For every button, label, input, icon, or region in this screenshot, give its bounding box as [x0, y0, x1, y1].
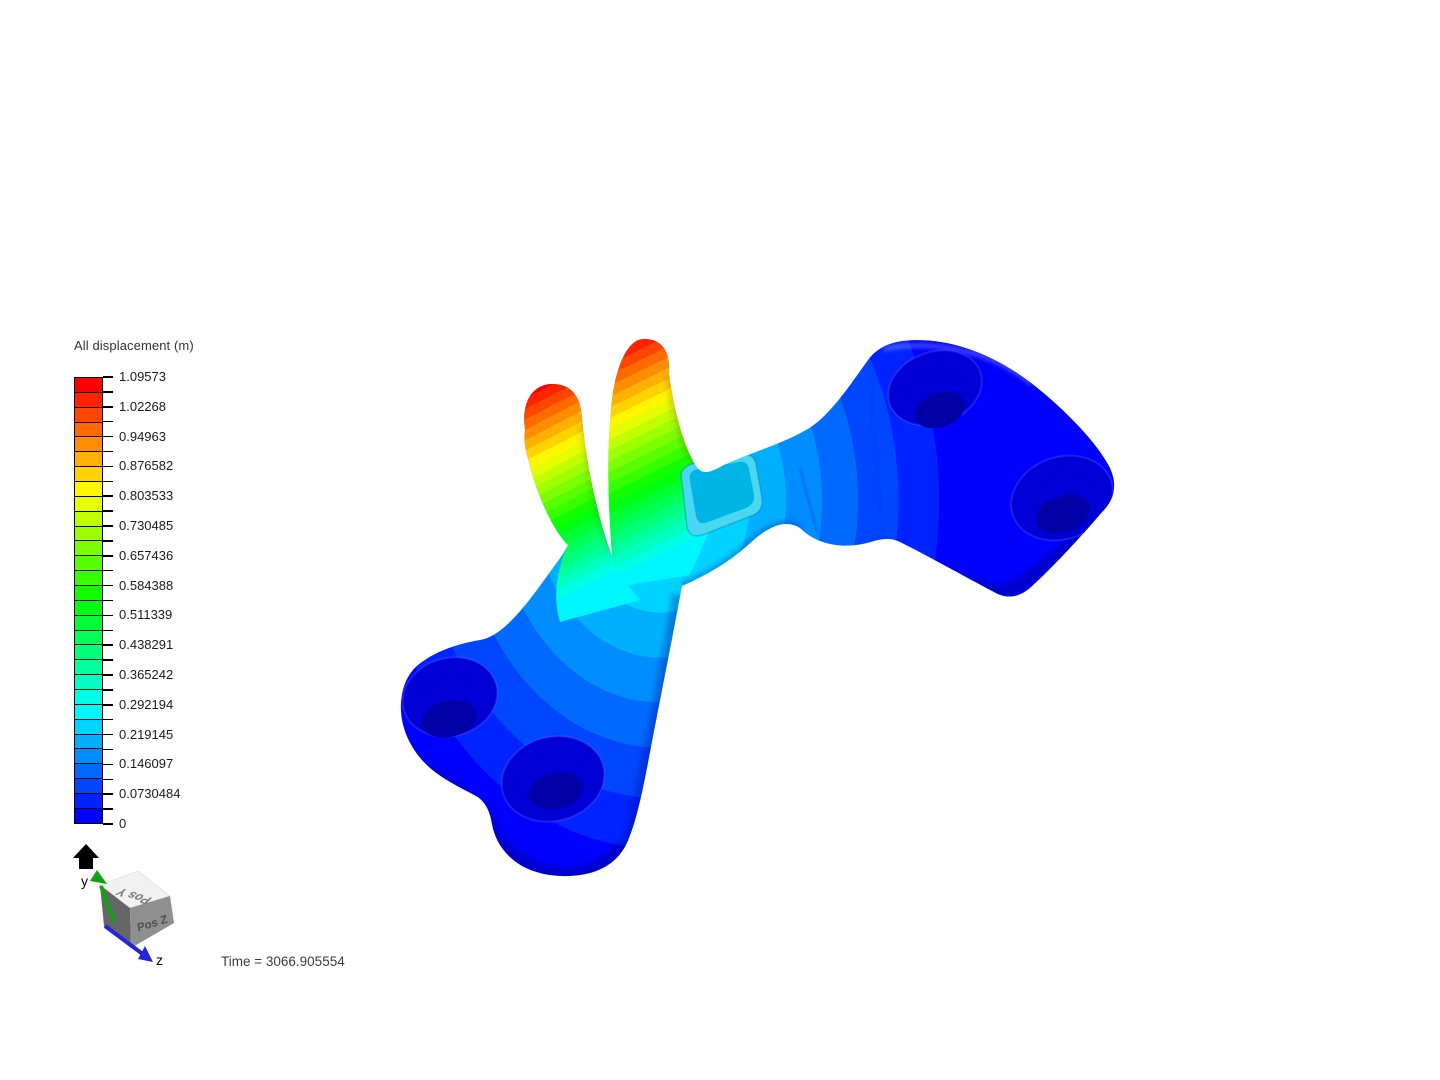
- legend-tick-label: 0.803533: [119, 488, 174, 504]
- legend-tick-label: 0.0730484: [119, 786, 181, 802]
- legend-tick: [103, 689, 113, 691]
- legend-tick: [103, 540, 113, 542]
- legend-tick: [103, 510, 113, 512]
- legend-tick: [103, 584, 113, 587]
- legend-color-cell: [75, 645, 102, 661]
- legend-color-cell: [75, 630, 102, 646]
- legend-color-cell: [75, 392, 102, 408]
- legend-tick: [103, 793, 113, 795]
- legend-color-cell: [75, 749, 102, 765]
- legend-title: All displacement (m): [74, 338, 194, 353]
- legend-tick: [103, 748, 113, 751]
- legend-tick: [103, 480, 113, 483]
- legend-tick: [103, 763, 113, 766]
- legend-tick-label: 1.09573: [119, 369, 166, 384]
- legend-tick: [103, 629, 113, 632]
- legend-tick: [103, 495, 113, 497]
- window-cutout: [680, 453, 764, 537]
- legend-tick-label: 1.02268: [119, 398, 166, 414]
- left-prong: [524, 383, 640, 622]
- legend-color-cell: [75, 511, 102, 527]
- legend-color-cell: [75, 526, 102, 542]
- legend-tick: [103, 778, 113, 781]
- web-arm-crease: [799, 467, 818, 533]
- legend-tick-label: 0.365242: [119, 667, 174, 682]
- legend-color-cell: [75, 496, 102, 512]
- legend-color-cell: [75, 690, 102, 705]
- legend-tick: [103, 674, 113, 676]
- z-axis-label: z: [156, 952, 163, 968]
- legend-color-cell: [75, 586, 102, 601]
- legend-tick: [103, 718, 113, 721]
- legend-color-cell: [75, 452, 102, 468]
- legend-tick-label: 0.657436: [119, 547, 174, 563]
- legend-color-cell: [75, 779, 102, 795]
- right-prong-side-shade: [665, 375, 698, 466]
- legend-color-cell: [75, 571, 102, 587]
- legend-tick: [103, 420, 113, 423]
- legend-tick-label: 0.511339: [119, 607, 173, 623]
- left-flange-holes: [401, 656, 606, 823]
- legend-tick: [103, 391, 113, 393]
- legend-tick-label: 0: [119, 816, 127, 831]
- right-flange-holes: [887, 349, 1114, 542]
- legend-color-cell: [75, 600, 102, 616]
- legend-tick: [103, 614, 113, 617]
- z-axis-arrow-icon: [103, 924, 153, 962]
- legend-color-cell: [75, 808, 102, 823]
- legend-tick-label: 0.438291: [119, 637, 174, 653]
- legend-tick: [103, 435, 113, 438]
- legend-tick: [103, 525, 113, 527]
- legend-color-cell: [75, 704, 102, 720]
- legend-tick: [103, 808, 113, 810]
- legend-tick: [103, 659, 113, 661]
- legend-color-cell: [75, 734, 102, 750]
- legend-color-cell: [75, 541, 102, 557]
- legend-tick: [103, 555, 113, 557]
- legend-tick-label: 0.146097: [119, 756, 174, 772]
- legend-color-strip: [74, 377, 103, 824]
- legend-colorbar: 1.09573 1.02268 0.94963 0.876582 0.803533 0.7…: [74, 369, 274, 831]
- legend-tick: [103, 406, 113, 408]
- legend-tick-label: 0.876582: [119, 458, 174, 474]
- legend-color-cell: [75, 378, 102, 393]
- legend-tick: [103, 450, 113, 453]
- legend-tick: [103, 376, 113, 378]
- legend-tick: [103, 569, 113, 572]
- legend-tick: [103, 823, 113, 825]
- legend-color-cell: [75, 675, 102, 691]
- legend-tick-label: 0.94963: [119, 428, 166, 444]
- legend-color-cell: [75, 437, 102, 453]
- cube-front-face[interactable]: [130, 896, 174, 948]
- legend-tick-label: 0.584388: [119, 577, 174, 593]
- legend-color-cell: [75, 556, 102, 572]
- legend-tick: [103, 733, 113, 736]
- legend-color-cell: [75, 422, 102, 438]
- legend-color-cell: [75, 719, 102, 735]
- flange-top-highlight: [883, 343, 1034, 386]
- legend-color-cell: [75, 794, 102, 809]
- orientation-cube[interactable]: Pos Y Pos Z y z: [73, 844, 174, 968]
- left-arm-side-shade: [621, 593, 684, 842]
- legend-tick: [103, 465, 113, 468]
- legend-tick: [103, 599, 113, 602]
- y-up-arrow-icon: [73, 844, 99, 869]
- time-readout: Time = 3066.905554: [221, 954, 345, 969]
- legend-tick-label: 0.292194: [119, 696, 174, 712]
- y-axis-label: y: [81, 873, 88, 889]
- legend-tick: [103, 644, 113, 646]
- legend-color-cell: [75, 660, 102, 676]
- legend-tick-label: 0.219145: [119, 726, 174, 742]
- arm-flange-crease: [867, 357, 886, 541]
- legend-tick-label: 0.730485: [119, 518, 174, 533]
- green-axis-arrow-icon: [90, 870, 116, 923]
- legend-color-cell: [75, 467, 102, 483]
- legend-color-cell: [75, 482, 102, 497]
- legend-color-cell: [75, 615, 102, 631]
- legend-tick: [103, 704, 113, 706]
- legend-color-cell: [75, 764, 102, 780]
- legend-color-cell: [75, 407, 102, 423]
